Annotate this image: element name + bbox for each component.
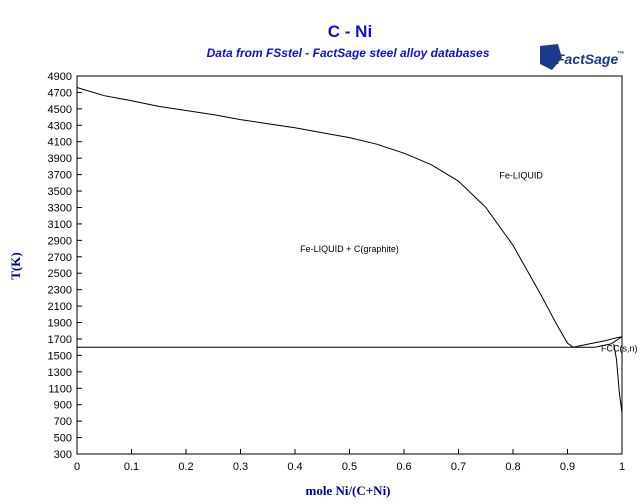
chart-title: C - Ni	[328, 22, 372, 41]
x-tick-label: 0.3	[233, 461, 248, 473]
x-tick-label: 0	[74, 461, 80, 473]
y-tick-label: 2100	[48, 301, 72, 313]
x-tick-label: 0.9	[560, 461, 575, 473]
chart-subtitle: Data from FSstel - FactSage steel alloy …	[207, 46, 490, 60]
y-tick-label: 4500	[48, 104, 72, 116]
y-tick-label: 4100	[48, 137, 72, 149]
y-tick-label: 4700	[48, 87, 72, 99]
factsage-logo-mark	[540, 44, 562, 70]
y-tick-label: 4300	[48, 120, 72, 132]
y-tick-label: 2700	[48, 252, 72, 264]
y-tick-label: 3700	[48, 170, 72, 182]
y-tick-label: 1700	[48, 334, 72, 346]
phase-boundary-line	[572, 336, 623, 348]
phase-boundary-line	[573, 336, 623, 348]
x-tick-label: 0.8	[505, 461, 520, 473]
y-tick-label: 700	[54, 416, 72, 428]
plot-frame	[76, 75, 623, 455]
y-tick-label: 900	[54, 400, 72, 412]
phase-region-label: Fe-LIQUID	[499, 171, 543, 181]
factsage-trademark: ™	[617, 51, 624, 58]
phase-boundary-line	[613, 343, 623, 413]
y-tick-label: 300	[54, 449, 72, 461]
phase-region-label: Fe-LIQUID + C(graphite)	[300, 244, 399, 254]
y-tick-label: 3300	[48, 202, 72, 214]
y-tick-label: 2300	[48, 285, 72, 297]
y-tick-label: 2500	[48, 268, 72, 280]
y-tick-label: 4900	[48, 71, 72, 83]
x-tick-label: 1	[619, 461, 625, 473]
y-tick-label: 1300	[48, 367, 72, 379]
y-axis-label: T(K)	[8, 252, 23, 279]
phase-boundaries	[76, 87, 623, 413]
y-tick-label: 2900	[48, 235, 72, 247]
x-tick-label: 0.5	[342, 461, 357, 473]
x-axis-label: mole Ni/(C+Ni)	[305, 483, 390, 498]
x-axis-ticks: 0 0.1 0.2 0.3 0.4 0.5 0.6 0.7 0.8 0.9 1	[74, 449, 625, 473]
y-tick-label: 500	[54, 433, 72, 445]
factsage-logo: FactSage ™	[540, 44, 624, 70]
factsage-logo-text: FactSage	[556, 51, 618, 67]
y-tick-label: 1100	[48, 383, 72, 395]
x-tick-label: 0.7	[451, 461, 466, 473]
y-tick-label: 1500	[48, 350, 72, 362]
x-tick-label: 0.2	[178, 461, 193, 473]
phase-boundary-line	[76, 87, 574, 348]
y-tick-label: 3500	[48, 186, 72, 198]
x-tick-label: 0.4	[287, 461, 302, 473]
y-tick-label: 3900	[48, 153, 72, 165]
y-tick-label: 1900	[48, 318, 72, 330]
y-tick-label: 3100	[48, 219, 72, 231]
x-tick-label: 0.1	[124, 461, 139, 473]
phase-region-label: FCC(s,n)	[601, 343, 638, 353]
x-tick-label: 0.6	[396, 461, 411, 473]
phase-region-labels: Fe-LIQUID Fe-LIQUID + C(graphite) FCC(s,n)	[300, 171, 637, 354]
y-axis-ticks: 300 500 700 900 1100 1300 1500 1700 1900 2100 2300…	[48, 71, 82, 461]
